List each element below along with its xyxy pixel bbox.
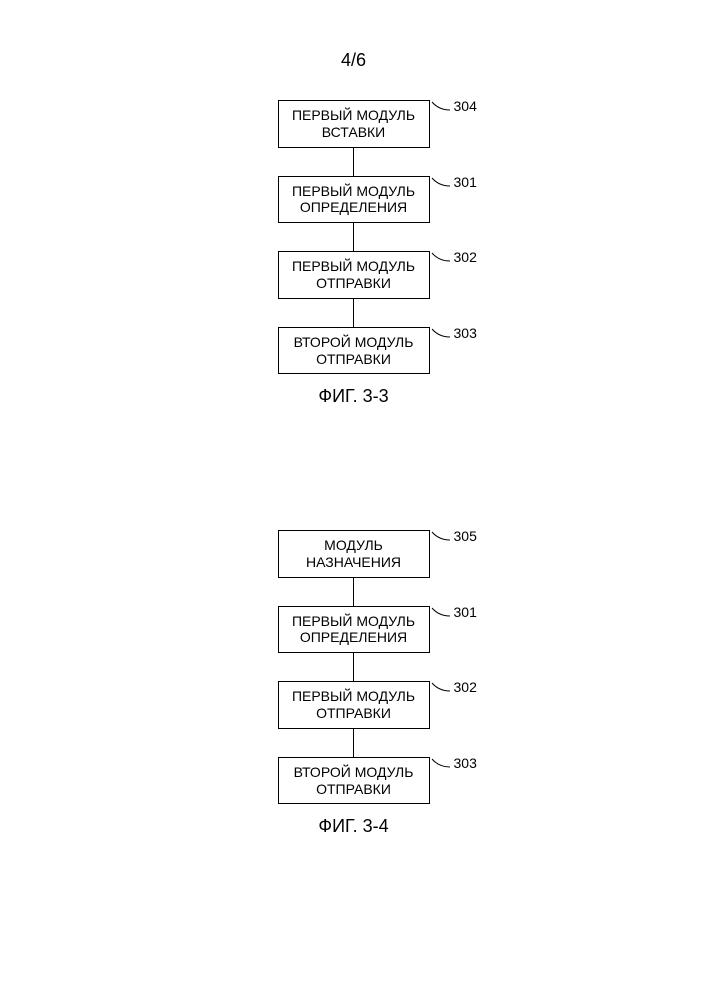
node-label-line2: ОТПРАВКИ bbox=[289, 781, 419, 798]
connector-line bbox=[353, 299, 354, 327]
flow-node: ПЕРВЫЙ МОДУЛЬВСТАВКИ 304 bbox=[278, 100, 430, 148]
page: 4/6 ПЕРВЫЙ МОДУЛЬВСТАВКИ 304ПЕРВЫЙ МОДУЛ… bbox=[0, 0, 707, 1000]
connector-line bbox=[353, 148, 354, 176]
node-label-line2: ОПРЕДЕЛЕНИЯ bbox=[289, 629, 419, 646]
node-label-line2: ОПРЕДЕЛЕНИЯ bbox=[289, 199, 419, 216]
reference-number-text: 302 bbox=[454, 679, 477, 695]
reference-number: 303 bbox=[430, 755, 477, 771]
reference-number-text: 304 bbox=[454, 98, 477, 114]
connector-line bbox=[353, 653, 354, 681]
flow-node: МОДУЛЬНАЗНАЧЕНИЯ 305 bbox=[278, 530, 430, 578]
diagram-fig-3-4: МОДУЛЬНАЗНАЧЕНИЯ 305ПЕРВЫЙ МОДУЛЬОПРЕДЕЛ… bbox=[0, 530, 707, 837]
node-label-line1: МОДУЛЬ bbox=[289, 537, 419, 554]
flow-node: ПЕРВЫЙ МОДУЛЬОПРЕДЕЛЕНИЯ 301 bbox=[278, 606, 430, 654]
node-box: МОДУЛЬНАЗНАЧЕНИЯ bbox=[278, 530, 430, 578]
reference-number: 305 bbox=[430, 528, 477, 544]
reference-number: 302 bbox=[430, 249, 477, 265]
flow-node: ПЕРВЫЙ МОДУЛЬОПРЕДЕЛЕНИЯ 301 bbox=[278, 176, 430, 224]
node-box: ВТОРОЙ МОДУЛЬОТПРАВКИ bbox=[278, 327, 430, 375]
diagram-fig-3-3: ПЕРВЫЙ МОДУЛЬВСТАВКИ 304ПЕРВЫЙ МОДУЛЬОПР… bbox=[0, 100, 707, 407]
node-label-line1: ПЕРВЫЙ МОДУЛЬ bbox=[289, 258, 419, 275]
node-box: ВТОРОЙ МОДУЛЬОТПРАВКИ bbox=[278, 757, 430, 805]
flow-node: ВТОРОЙ МОДУЛЬОТПРАВКИ 303 bbox=[278, 327, 430, 375]
reference-number-text: 301 bbox=[454, 174, 477, 190]
figure-caption: ФИГ. 3-3 bbox=[318, 386, 388, 407]
figure-caption: ФИГ. 3-4 bbox=[318, 816, 388, 837]
node-box: ПЕРВЫЙ МОДУЛЬОПРЕДЕЛЕНИЯ bbox=[278, 606, 430, 654]
node-label-line2: ОТПРАВКИ bbox=[289, 351, 419, 368]
node-box: ПЕРВЫЙ МОДУЛЬОТПРАВКИ bbox=[278, 251, 430, 299]
reference-number-text: 303 bbox=[454, 325, 477, 341]
flow-node: ВТОРОЙ МОДУЛЬОТПРАВКИ 303 bbox=[278, 757, 430, 805]
connector-line bbox=[353, 578, 354, 606]
reference-number: 302 bbox=[430, 679, 477, 695]
node-label-line1: ВТОРОЙ МОДУЛЬ bbox=[289, 334, 419, 351]
node-label-line2: НАЗНАЧЕНИЯ bbox=[289, 554, 419, 571]
flow-node: ПЕРВЫЙ МОДУЛЬОТПРАВКИ 302 bbox=[278, 251, 430, 299]
reference-number: 301 bbox=[430, 174, 477, 190]
reference-number-text: 305 bbox=[454, 528, 477, 544]
node-box: ПЕРВЫЙ МОДУЛЬОТПРАВКИ bbox=[278, 681, 430, 729]
connector-line bbox=[353, 729, 354, 757]
node-label-line2: ОТПРАВКИ bbox=[289, 705, 419, 722]
node-label-line1: ПЕРВЫЙ МОДУЛЬ bbox=[289, 107, 419, 124]
flow-node: ПЕРВЫЙ МОДУЛЬОТПРАВКИ 302 bbox=[278, 681, 430, 729]
node-label-line2: ОТПРАВКИ bbox=[289, 275, 419, 292]
node-box: ПЕРВЫЙ МОДУЛЬВСТАВКИ bbox=[278, 100, 430, 148]
reference-number-text: 301 bbox=[454, 604, 477, 620]
node-label-line1: ПЕРВЫЙ МОДУЛЬ bbox=[289, 613, 419, 630]
reference-number-text: 303 bbox=[454, 755, 477, 771]
reference-number: 304 bbox=[430, 98, 477, 114]
node-label-line1: ВТОРОЙ МОДУЛЬ bbox=[289, 764, 419, 781]
reference-number: 303 bbox=[430, 325, 477, 341]
reference-number-text: 302 bbox=[454, 249, 477, 265]
reference-number: 301 bbox=[430, 604, 477, 620]
node-label-line1: ПЕРВЫЙ МОДУЛЬ bbox=[289, 688, 419, 705]
connector-line bbox=[353, 223, 354, 251]
node-label-line1: ПЕРВЫЙ МОДУЛЬ bbox=[289, 183, 419, 200]
page-number: 4/6 bbox=[0, 50, 707, 71]
node-box: ПЕРВЫЙ МОДУЛЬОПРЕДЕЛЕНИЯ bbox=[278, 176, 430, 224]
node-label-line2: ВСТАВКИ bbox=[289, 124, 419, 141]
